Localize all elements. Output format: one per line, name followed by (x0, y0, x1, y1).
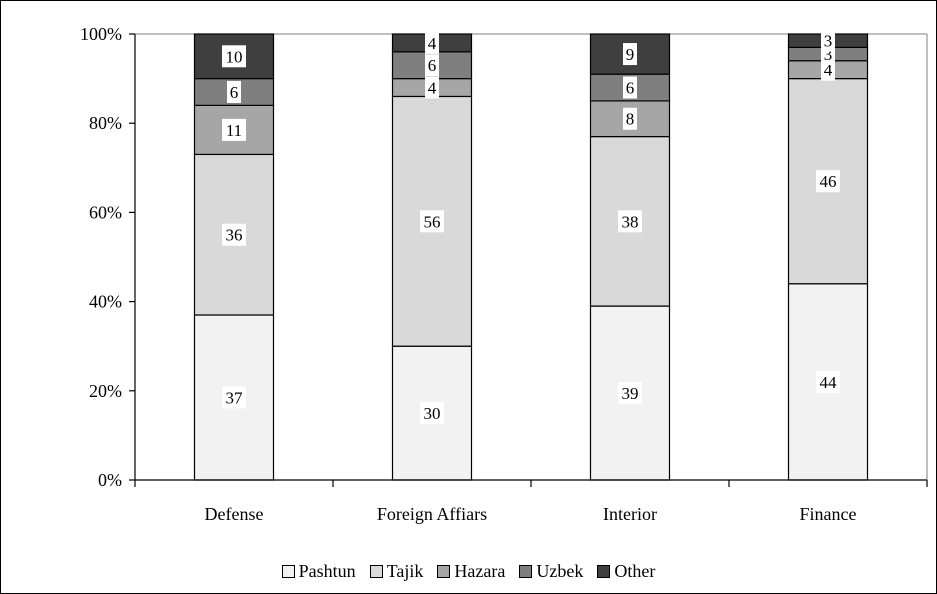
legend-swatch (437, 564, 451, 578)
bars (193, 33, 869, 481)
legend-item-uzbek: Uzbek (519, 561, 583, 582)
y-tick-label: 60% (89, 202, 122, 222)
data-label: 39 (622, 384, 639, 403)
data-label: 6 (428, 56, 437, 75)
data-label: 36 (226, 226, 243, 245)
legend-item-pashtun: Pashtun (281, 560, 356, 582)
data-label-bg (618, 382, 642, 405)
data-label-bg (623, 43, 637, 66)
data-label: 6 (230, 83, 239, 102)
legend-swatch (597, 564, 611, 578)
data-label: 4 (824, 61, 833, 80)
data-label-bg (222, 386, 246, 409)
data-label: 37 (226, 388, 244, 407)
data-label-bg (816, 370, 840, 393)
y-tick-label: 40% (89, 292, 122, 312)
y-tick-label: 80% (89, 113, 122, 133)
data-label-bg (425, 76, 439, 99)
legend-item-other: Other (597, 561, 655, 582)
legend-swatch (519, 564, 533, 578)
legend-swatch (369, 564, 383, 578)
data-label-bg (623, 107, 637, 130)
x-tick-label: Finance (800, 504, 857, 524)
data-label: 8 (626, 110, 635, 129)
data-label-bg (222, 223, 246, 246)
data-label-bg (222, 118, 246, 141)
data-label-bg (816, 170, 840, 193)
data-label-bg (425, 31, 439, 54)
data-label: 56 (424, 212, 441, 231)
data-label: 9 (626, 45, 635, 64)
legend: Pashtun Tajik Hazara Uzbek Other (0, 557, 937, 585)
data-label-bg (618, 210, 642, 233)
legend-label: Pashtun (298, 560, 356, 581)
bar-segment-other-3 (589, 33, 671, 75)
legend-label: Tajik (386, 560, 424, 581)
data-label: 44 (820, 373, 838, 392)
data-label: 3 (824, 45, 833, 64)
y-tick-label: 100% (80, 24, 122, 44)
data-label-bg (420, 402, 444, 425)
data-label: 4 (428, 34, 437, 53)
data-label-bg (821, 29, 835, 52)
axes: Defense Foreign Affiars Interior Finance 0% 2… (80, 24, 928, 524)
data-label: 10 (226, 47, 243, 66)
data-label: 38 (622, 212, 639, 231)
legend-label: Uzbek (536, 560, 584, 581)
x-tick-label: Foreign Affiars (377, 504, 487, 524)
data-label: 4 (428, 79, 437, 98)
data-label-bg (425, 54, 439, 77)
data-label-bg (623, 76, 637, 99)
legend-item-tajik: Tajik (369, 560, 424, 582)
data-label: 3 (824, 32, 833, 51)
x-tick-label: Defense (205, 504, 264, 524)
legend-item-hazara: Hazara (437, 561, 505, 582)
y-tick-label: 0% (98, 470, 122, 490)
legend-swatch (281, 564, 295, 578)
data-label-bg (420, 210, 444, 233)
data-label-bg (227, 80, 241, 103)
legend-label: Hazara (454, 560, 506, 581)
legend-label: Other (614, 560, 656, 581)
data-label: 6 (626, 79, 635, 98)
data-label: 46 (820, 172, 837, 191)
data-label: 11 (226, 121, 242, 140)
data-label-bg (222, 45, 246, 68)
y-tick-label: 20% (89, 381, 122, 401)
data-label: 30 (424, 404, 441, 423)
x-tick-label: Interior (603, 504, 657, 524)
